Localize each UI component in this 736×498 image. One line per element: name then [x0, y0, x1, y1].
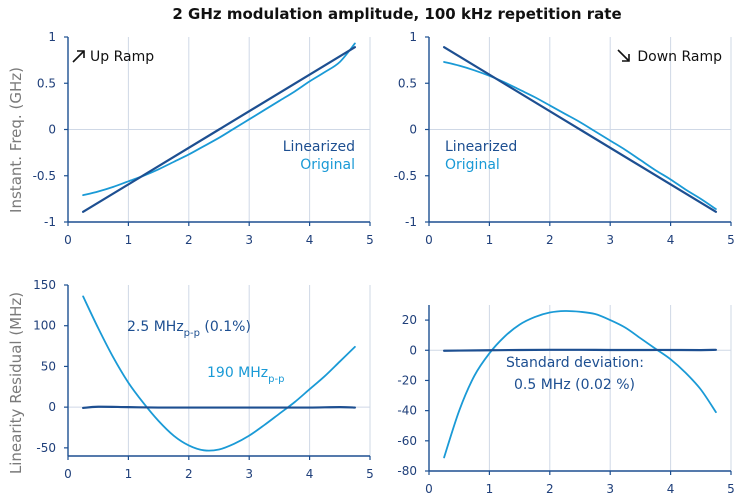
x-tick-label: 5 — [727, 233, 735, 247]
y-tick-label: 0.5 — [37, 76, 56, 90]
x-tick-label: 1 — [125, 467, 133, 481]
y-tick-label: 1 — [48, 30, 56, 44]
y-tick-label: -50 — [36, 441, 56, 455]
annotation: 0.5 MHz (0.02 %) — [514, 377, 635, 393]
x-tick-label: 4 — [667, 233, 675, 247]
chart-panels: 0 1 2 3 4 5 1 0.5 0 -0.5 -1 Up Ramp Linearized Origin… — [33, 30, 735, 496]
annotation-tail: (0.1%) — [200, 319, 251, 335]
panel-title: Up Ramp — [90, 49, 154, 65]
x-tick-label: 0 — [64, 233, 72, 247]
x-tick-label: 2 — [185, 467, 193, 481]
y-tick-label: 0.5 — [398, 76, 417, 90]
x-tick-label: 3 — [245, 467, 253, 481]
legend-original: Original — [445, 157, 500, 173]
x-tick-label: 3 — [606, 482, 614, 496]
x-tick-label: 1 — [486, 482, 494, 496]
annotation: Standard deviation: — [506, 355, 644, 371]
series-line-linearized — [443, 46, 717, 213]
chart-up-ramp: 0 1 2 3 4 5 1 0.5 0 -0.5 -1 Up Ramp Linearized Origin… — [33, 30, 374, 247]
x-tick-label: 4 — [306, 233, 314, 247]
x-tick-label: 5 — [366, 467, 374, 481]
x-tick-label: 2 — [185, 233, 193, 247]
x-tick-label: 2 — [546, 233, 554, 247]
y-tick-label: 0 — [48, 123, 56, 137]
x-tick-label: 3 — [245, 233, 253, 247]
arrow-head — [622, 54, 630, 62]
series-line-linearized — [82, 46, 356, 213]
panel-title: Down Ramp — [637, 49, 722, 65]
y-tick-label: -80 — [397, 464, 417, 478]
y-axis-label-top: Instant. Freq. (GHz) — [7, 67, 25, 213]
arrow-down-right-icon — [617, 49, 630, 62]
y-tick-label: 0 — [409, 343, 417, 357]
y-tick-label: 0 — [48, 400, 56, 414]
x-tick-label: 0 — [64, 467, 72, 481]
annotation-main: 0.5 MHz (0.02 %) — [514, 377, 635, 393]
y-tick-label: -0.5 — [33, 169, 56, 183]
legend-linearized: Linearized — [283, 139, 355, 155]
y-tick-label: 1 — [409, 30, 417, 44]
y-tick-label: -1 — [44, 215, 56, 229]
series-line-linearized — [443, 348, 717, 352]
x-tick-label: 0 — [425, 482, 433, 496]
y-tick-label: 100 — [33, 319, 56, 333]
y-tick-label: 20 — [402, 313, 417, 327]
x-tick-label: 3 — [606, 233, 614, 247]
chart-down-residual: 0 1 2 3 4 5 20 0 -20 -40 -60 -80 Standard deviation:… — [397, 305, 735, 496]
x-tick-label: 4 — [667, 482, 675, 496]
arrow-head — [77, 50, 85, 58]
annotation-subscript: p-p — [268, 374, 284, 385]
y-tick-label: 50 — [41, 359, 56, 373]
chart-down-ramp: 0 1 2 3 4 5 1 0.5 0 -0.5 -1 Down Ramp Linearized Orig… — [394, 30, 735, 247]
x-tick-label: 1 — [125, 233, 133, 247]
y-tick-label: 150 — [33, 278, 56, 292]
x-tick-label: 4 — [306, 467, 314, 481]
annotation-main: Standard deviation: — [506, 355, 644, 371]
y-tick-label: -60 — [397, 434, 417, 448]
y-tick-label: -40 — [397, 404, 417, 418]
series-line-original — [443, 310, 717, 459]
annotation-main: 190 MHz — [207, 365, 268, 381]
annotation-main: 2.5 MHz — [127, 319, 184, 335]
series-line-linearized — [82, 405, 356, 410]
annotation: 190 MHzp-p — [207, 365, 284, 385]
page-title: 2 GHz modulation amplitude, 100 kHz repe… — [172, 5, 621, 23]
series-line-original — [82, 295, 356, 452]
y-tick-label: -20 — [397, 373, 417, 387]
x-tick-label: 1 — [486, 233, 494, 247]
y-axis-label-bottom: Linearity Residual (MHz) — [7, 292, 25, 474]
x-tick-label: 2 — [546, 482, 554, 496]
x-tick-label: 0 — [425, 233, 433, 247]
annotation-subscript: p-p — [184, 328, 200, 339]
y-tick-label: -0.5 — [394, 169, 417, 183]
y-tick-label: -1 — [405, 215, 417, 229]
legend-original: Original — [300, 157, 355, 173]
x-tick-label: 5 — [366, 233, 374, 247]
arrow-shaft — [72, 50, 85, 63]
legend-linearized: Linearized — [445, 139, 517, 155]
annotation: 2.5 MHzp-p (0.1%) — [127, 319, 251, 339]
arrow-shaft — [617, 49, 630, 62]
x-tick-label: 5 — [727, 482, 735, 496]
arrow-up-right-icon — [72, 50, 85, 63]
y-tick-label: 0 — [409, 123, 417, 137]
series-line-original — [82, 42, 356, 197]
